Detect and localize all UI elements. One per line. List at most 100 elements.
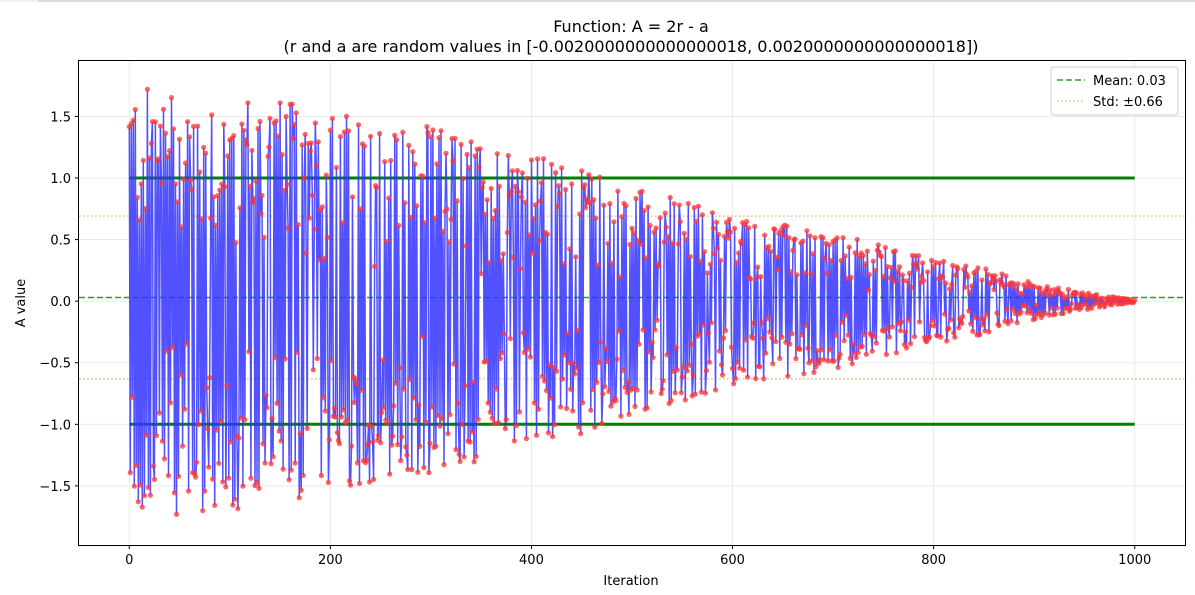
data-point [526,232,533,238]
data-point [275,133,281,139]
data-point [732,225,738,231]
data-point [503,416,509,423]
data-point [416,402,422,408]
y-tick-label: 1.5 [50,110,71,125]
data-point [785,373,791,379]
data-point [669,240,675,246]
data-point [495,420,501,426]
data-point [501,331,507,337]
data-point [565,330,571,336]
data-point [731,381,737,387]
data-point [130,117,136,123]
data-point [1093,292,1100,298]
data-point [511,438,517,444]
data-point [502,426,508,432]
data-point [1132,297,1138,303]
data-point [859,343,865,349]
data-point [552,422,558,428]
data-point [979,277,985,283]
data-point [500,251,506,257]
data-point [340,407,346,413]
data-point [658,391,664,397]
data-point [1031,283,1037,290]
data-point [519,170,526,176]
data-point [599,420,605,426]
data-point [577,211,583,217]
data-point [422,220,428,226]
data-point [286,477,292,483]
data-point [259,192,265,199]
data-point [712,387,719,393]
data-point [377,130,383,137]
data-point [688,341,694,347]
data-point [299,142,305,148]
data-point [718,362,725,368]
data-point [808,271,814,277]
data-point [207,375,213,381]
data-point [354,460,361,466]
data-point [1032,316,1038,322]
data-point [797,346,803,352]
data-point [513,423,520,429]
data-point [276,428,282,434]
data-point [902,329,909,335]
data-point [602,384,608,390]
data-point [977,331,983,338]
data-point [755,264,761,270]
data-point [644,405,650,411]
data-point [220,479,226,485]
data-point [663,224,669,230]
data-point [783,339,789,345]
data-point [845,332,851,338]
data-point [509,168,515,174]
data-point [759,320,765,326]
data-point [875,242,881,248]
data-point [814,348,820,354]
data-point [193,474,199,480]
data-point [328,358,334,364]
data-point [650,355,656,361]
data-point [678,390,684,396]
data-point [697,258,704,264]
data-point [180,443,186,449]
data-point [821,357,827,363]
data-point [869,348,875,354]
data-point [802,270,808,276]
data-point [614,356,620,362]
data-point [515,189,522,195]
data-point [1033,302,1039,308]
data-point [218,418,224,424]
data-point [277,100,283,106]
data-series [126,86,1138,517]
data-point [257,118,263,125]
data-point [598,339,604,345]
data-point [199,216,205,222]
data-point [645,204,651,210]
data-point [651,229,657,235]
data-point [705,330,712,336]
data-point [345,128,352,134]
legend: Mean: 0.03 Std: ±0.66 [1050,66,1179,116]
data-point [160,106,167,112]
data-point [129,394,135,400]
data-point [572,371,578,377]
data-point [1022,303,1028,309]
data-point [686,362,692,368]
data-point [397,365,403,371]
data-point [238,415,244,421]
data-point [324,234,330,240]
data-point [365,442,371,448]
data-point [512,183,519,189]
data-point [847,355,853,361]
data-point [158,180,164,186]
data-point [683,236,689,242]
data-point [191,123,197,129]
data-point [270,454,276,460]
data-point [822,255,828,261]
data-point [316,257,322,263]
data-point [871,334,877,340]
data-point [1012,310,1018,316]
data-point [865,287,871,293]
data-point [300,472,306,478]
data-point [800,238,806,244]
